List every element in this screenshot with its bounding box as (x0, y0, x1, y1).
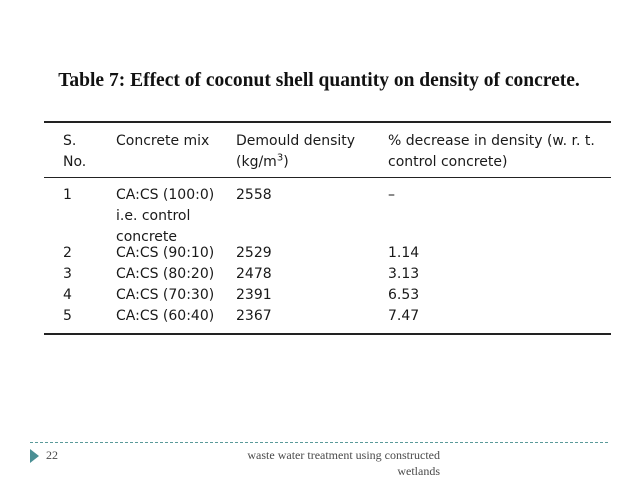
table-top-rule (44, 121, 611, 123)
table-title: Table 7: Effect of coconut shell quantit… (58, 70, 580, 91)
row-decrease: 6.53 (388, 287, 420, 303)
row-density: 2558 (236, 187, 272, 203)
row-sno: 2 (63, 245, 72, 261)
row-mix: CA:CS (70:30) (116, 287, 215, 303)
row-density: 2529 (236, 245, 272, 261)
header-mix: Concrete mix (116, 133, 210, 149)
header-density-unit: (kg/m3) (236, 152, 289, 173)
row-sno: 3 (63, 266, 72, 282)
header-density-unit-prefix: (kg/m (236, 154, 277, 170)
header-density-unit-suffix: ) (283, 154, 289, 170)
row-mix: CA:CS (60:40) (116, 308, 215, 324)
row-mix-line2: i.e. control (116, 208, 191, 224)
footer-divider (30, 442, 608, 443)
row-density: 2367 (236, 308, 272, 324)
row-density: 2478 (236, 266, 272, 282)
header-density-unit-sup: 3 (276, 152, 284, 164)
footer-line1: waste water treatment using constructed (247, 448, 440, 462)
row-sno: 5 (63, 308, 72, 324)
header-decrease-line1: % decrease in density (w. r. t. (388, 133, 595, 149)
header-sno-line2: No. (63, 154, 87, 170)
row-decrease: 7.47 (388, 308, 420, 324)
footer-line2: wetlands (397, 464, 440, 478)
row-decrease: 1.14 (388, 245, 420, 261)
row-mix-line3: concrete (116, 229, 177, 245)
row-sno: 4 (63, 287, 72, 303)
row-mix-line1: CA:CS (100:0) (116, 187, 215, 203)
footer-text: waste water treatment using constructed … (235, 447, 440, 479)
slide-marker-icon (30, 449, 39, 463)
table-bottom-rule (44, 333, 611, 335)
row-mix: CA:CS (90:10) (116, 245, 215, 261)
row-decrease: 3.13 (388, 266, 420, 282)
header-decrease-line2: control concrete) (388, 154, 508, 170)
header-sno-line1: S. (63, 133, 77, 149)
row-sno: 1 (63, 187, 72, 203)
row-density: 2391 (236, 287, 272, 303)
page-number: 22 (46, 448, 58, 462)
row-mix: CA:CS (80:20) (116, 266, 215, 282)
row-decrease: – (388, 187, 395, 203)
table-header-rule (44, 177, 611, 178)
header-density-line1: Demould density (236, 133, 356, 149)
